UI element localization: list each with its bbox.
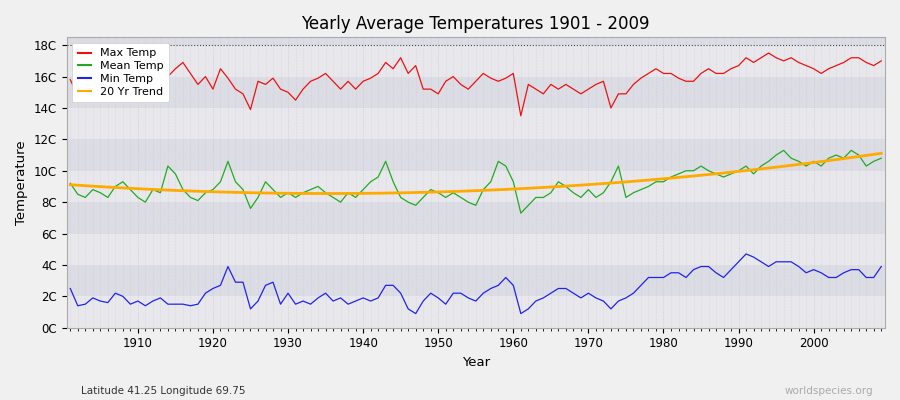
Title: Yearly Average Temperatures 1901 - 2009: Yearly Average Temperatures 1901 - 2009: [302, 15, 650, 33]
Bar: [67, 76, 885, 108]
Bar: [67, 171, 885, 202]
Text: Latitude 41.25 Longitude 69.75: Latitude 41.25 Longitude 69.75: [81, 386, 246, 396]
Bar: [67, 139, 885, 171]
Bar: [67, 202, 885, 234]
Text: worldspecies.org: worldspecies.org: [785, 386, 873, 396]
X-axis label: Year: Year: [462, 356, 490, 369]
Bar: [67, 14, 885, 45]
Bar: [67, 108, 885, 139]
Y-axis label: Temperature: Temperature: [15, 140, 28, 225]
Bar: [67, 296, 885, 328]
Bar: [67, 45, 885, 76]
Bar: [67, 234, 885, 265]
Legend: Max Temp, Mean Temp, Min Temp, 20 Yr Trend: Max Temp, Mean Temp, Min Temp, 20 Yr Tre…: [72, 43, 169, 102]
Bar: [67, 265, 885, 296]
